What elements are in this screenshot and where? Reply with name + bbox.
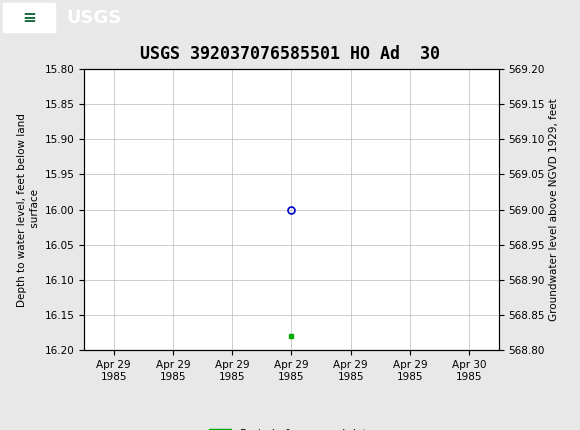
Legend: Period of approved data: Period of approved data xyxy=(205,424,379,430)
Y-axis label: Depth to water level, feet below land
 surface: Depth to water level, feet below land su… xyxy=(17,113,41,307)
Text: USGS 392037076585501 HO Ad  30: USGS 392037076585501 HO Ad 30 xyxy=(140,45,440,63)
Text: ≡: ≡ xyxy=(22,9,36,27)
Y-axis label: Groundwater level above NGVD 1929, feet: Groundwater level above NGVD 1929, feet xyxy=(549,98,559,321)
Text: USGS: USGS xyxy=(67,9,122,27)
Bar xyxy=(3,3,55,32)
